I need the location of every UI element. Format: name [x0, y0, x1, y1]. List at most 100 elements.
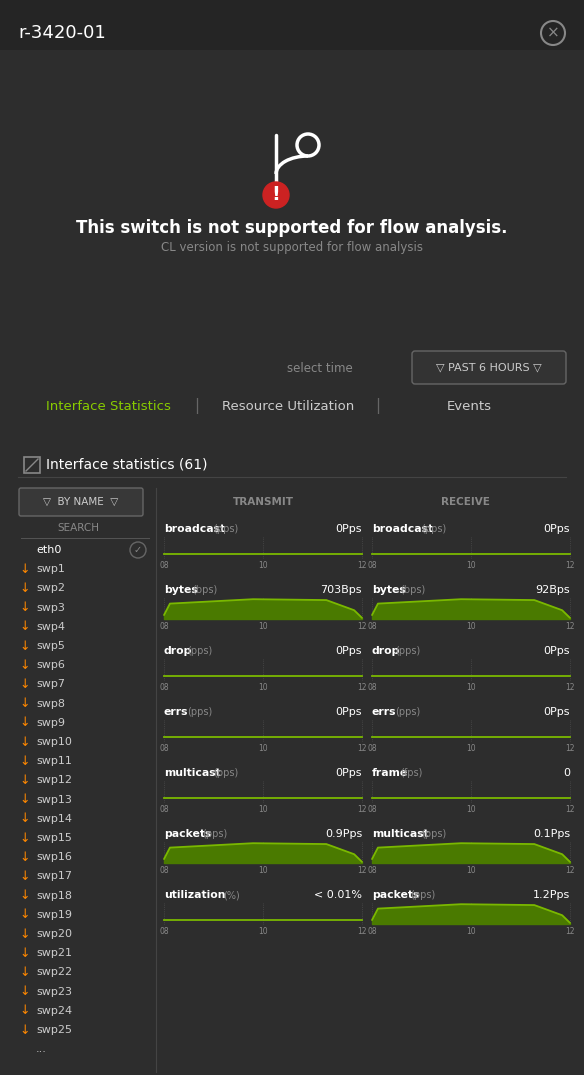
Text: ↓: ↓	[20, 735, 30, 748]
Text: utilization: utilization	[164, 890, 225, 900]
Text: 10: 10	[466, 805, 476, 814]
Text: ↓: ↓	[20, 755, 30, 768]
Text: 08: 08	[367, 683, 377, 692]
Text: 92Bps: 92Bps	[536, 585, 570, 594]
Text: drop: drop	[164, 646, 192, 656]
Text: 12: 12	[565, 622, 575, 631]
Text: |: |	[376, 398, 381, 414]
Text: 12: 12	[357, 866, 367, 875]
Text: swp13: swp13	[36, 794, 72, 804]
Text: broadcast: broadcast	[372, 524, 433, 534]
Text: frame: frame	[372, 768, 408, 778]
Text: swp17: swp17	[36, 872, 72, 881]
Text: (fps): (fps)	[400, 768, 422, 778]
Text: multicast: multicast	[372, 829, 429, 838]
Text: 1.2Pps: 1.2Pps	[533, 890, 570, 900]
Text: ↓: ↓	[20, 966, 30, 979]
Text: 12: 12	[565, 866, 575, 875]
Text: 10: 10	[466, 866, 476, 875]
Text: swp19: swp19	[36, 909, 72, 920]
Text: ↓: ↓	[20, 908, 30, 921]
Text: swp16: swp16	[36, 852, 72, 862]
Text: swp25: swp25	[36, 1024, 72, 1035]
Text: ↓: ↓	[20, 678, 30, 691]
Text: (pps): (pps)	[213, 524, 238, 534]
Text: bytes: bytes	[164, 585, 198, 594]
Text: 0Pps: 0Pps	[335, 646, 362, 656]
Text: ↓: ↓	[20, 659, 30, 672]
Text: 10: 10	[258, 561, 268, 570]
Text: 0Pps: 0Pps	[544, 646, 570, 656]
Text: Interface statistics (61): Interface statistics (61)	[46, 458, 207, 472]
Text: 0Pps: 0Pps	[544, 707, 570, 717]
Text: 08: 08	[159, 866, 169, 875]
Text: ↓: ↓	[20, 601, 30, 614]
Text: 08: 08	[159, 927, 169, 936]
Text: 12: 12	[565, 744, 575, 752]
Text: swp6: swp6	[36, 660, 65, 670]
Text: 08: 08	[159, 744, 169, 752]
Text: 0.1Pps: 0.1Pps	[533, 829, 570, 838]
Text: 08: 08	[367, 622, 377, 631]
Text: (pps): (pps)	[203, 829, 228, 838]
FancyBboxPatch shape	[412, 352, 566, 384]
Text: swp7: swp7	[36, 679, 65, 689]
Text: swp5: swp5	[36, 641, 65, 651]
Text: swp8: swp8	[36, 699, 65, 708]
Text: 12: 12	[357, 805, 367, 814]
Text: TRANSMIT: TRANSMIT	[233, 497, 294, 507]
Text: 10: 10	[466, 927, 476, 936]
Text: 12: 12	[565, 683, 575, 692]
Text: 0Pps: 0Pps	[335, 524, 362, 534]
Text: This switch is not supported for flow analysis.: This switch is not supported for flow an…	[77, 219, 507, 236]
Text: SEARCH: SEARCH	[57, 524, 99, 533]
Text: 10: 10	[258, 683, 268, 692]
Text: swp14: swp14	[36, 814, 72, 823]
Text: 08: 08	[367, 744, 377, 752]
Text: swp2: swp2	[36, 584, 65, 593]
Text: 10: 10	[466, 622, 476, 631]
Text: ↓: ↓	[20, 793, 30, 806]
Text: ↓: ↓	[20, 716, 30, 729]
Text: 08: 08	[159, 805, 169, 814]
Text: ↓: ↓	[20, 889, 30, 902]
Text: bytes: bytes	[372, 585, 406, 594]
Text: 10: 10	[466, 561, 476, 570]
Text: ↓: ↓	[20, 813, 30, 826]
Circle shape	[263, 182, 289, 207]
Text: swp21: swp21	[36, 948, 72, 958]
Text: ↓: ↓	[20, 582, 30, 594]
Text: 08: 08	[159, 622, 169, 631]
Text: r-3420-01: r-3420-01	[18, 24, 106, 42]
Text: 10: 10	[258, 927, 268, 936]
Text: (bps): (bps)	[400, 585, 425, 594]
Text: 12: 12	[357, 683, 367, 692]
Text: swp20: swp20	[36, 929, 72, 938]
Text: broadcast: broadcast	[164, 524, 225, 534]
Text: 0.9Pps: 0.9Pps	[325, 829, 362, 838]
Text: ↓: ↓	[20, 640, 30, 653]
Text: 12: 12	[357, 927, 367, 936]
Text: swp24: swp24	[36, 1006, 72, 1016]
Text: 10: 10	[258, 866, 268, 875]
Text: drop: drop	[372, 646, 401, 656]
Text: ✓: ✓	[134, 545, 142, 555]
Text: ↓: ↓	[20, 928, 30, 941]
Text: (pps): (pps)	[411, 890, 436, 900]
Text: swp10: swp10	[36, 737, 72, 747]
Text: 12: 12	[565, 927, 575, 936]
Text: 10: 10	[466, 744, 476, 752]
Text: 12: 12	[565, 805, 575, 814]
Text: |: |	[194, 398, 200, 414]
Text: swp23: swp23	[36, 987, 72, 997]
Text: (pps): (pps)	[213, 768, 238, 778]
Text: 12: 12	[357, 561, 367, 570]
Text: swp18: swp18	[36, 890, 72, 901]
Text: packets: packets	[372, 890, 419, 900]
Text: errs: errs	[164, 707, 189, 717]
Text: RECEIVE: RECEIVE	[442, 497, 490, 507]
Text: 703Bps: 703Bps	[321, 585, 362, 594]
Text: Events: Events	[447, 400, 492, 413]
Text: multicast: multicast	[164, 768, 221, 778]
FancyBboxPatch shape	[0, 0, 584, 51]
